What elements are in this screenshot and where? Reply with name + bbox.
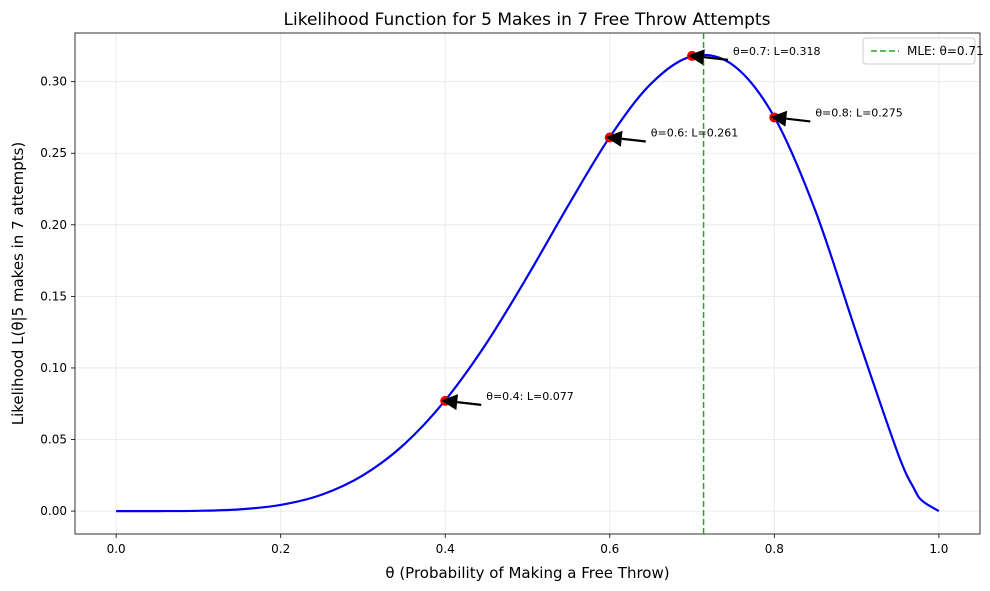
annotation-arrow-shaft — [457, 401, 482, 406]
annotation-label: θ=0.7: L=0.318 — [733, 45, 820, 58]
x-tick-label: 1.0 — [929, 542, 948, 556]
annotation-arrow-head — [441, 394, 458, 411]
annotation-arrow-shaft — [621, 137, 646, 143]
x-tick-label: 0.6 — [600, 542, 619, 556]
y-tick-label: 0.20 — [40, 218, 67, 232]
legend-label-mle: MLE: θ=0.71 — [907, 44, 984, 58]
y-tick-label: 0.25 — [40, 146, 67, 160]
x-axis-title: θ (Probability of Making a Free Throw) — [385, 564, 669, 582]
plot-area — [74, 32, 981, 535]
grid — [75, 33, 980, 534]
annotations: θ=0.4: L=0.077 θ=0.6: L=0.261 θ=0.7: L=0.3… — [441, 45, 903, 411]
annotation-arrow-head — [688, 49, 705, 66]
y-tick-label: 0.30 — [40, 75, 67, 89]
legend-box — [862, 37, 976, 65]
y-axis-title: Likelihood L(θ|5 makes in 7 attempts) — [9, 142, 27, 426]
annotation-label: θ=0.6: L=0.261 — [651, 126, 738, 139]
x-tick-label: 0.8 — [765, 542, 784, 556]
x-tick-label: 0.0 — [107, 542, 126, 556]
y-tick-label: 0.15 — [40, 289, 67, 303]
y-tick-label: 0.10 — [40, 361, 67, 375]
chart-title: Likelihood Function for 5 Makes in 7 Fre… — [284, 10, 771, 30]
annotation-arrow-shaft — [786, 117, 811, 123]
annotation-arrow-shaft — [703, 56, 729, 61]
x-tick-label: 0.2 — [271, 542, 290, 556]
axis-ticks: 0.0 0.2 0.4 0.6 0.8 1.0 0.00 0.05 0.10 0.15 0.20 0.… — [40, 75, 948, 556]
annotation-label: θ=0.4: L=0.077 — [486, 390, 573, 403]
annotation-arrow-head — [605, 130, 623, 147]
legend: MLE: θ=0.71 — [862, 37, 984, 65]
y-tick-label: 0.00 — [40, 504, 67, 518]
likelihood-curve — [116, 53, 940, 513]
y-tick-label: 0.05 — [40, 433, 67, 447]
annotation-arrow-head — [770, 110, 788, 127]
x-tick-label: 0.4 — [436, 542, 455, 556]
annotation-label: θ=0.8: L=0.275 — [815, 106, 902, 119]
